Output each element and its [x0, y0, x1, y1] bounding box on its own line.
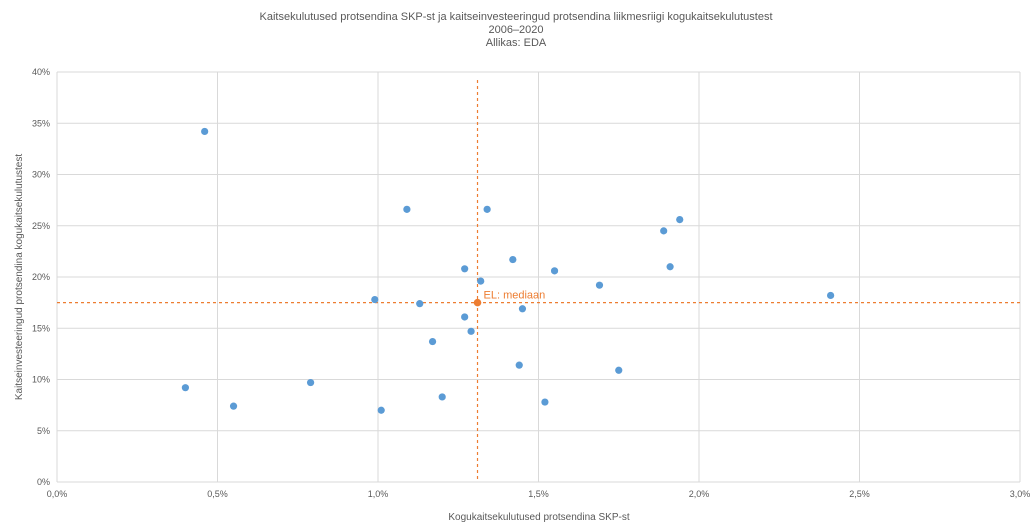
data-point: [518, 305, 527, 313]
chart-title-line: Kaitsekulutused protsendina SKP-st ja ka…: [260, 11, 773, 23]
data-point: [615, 366, 623, 374]
data-point: [461, 313, 469, 321]
x-axis-label: Kogukaitsekulutused protsendina SKP-st: [448, 512, 629, 523]
y-axis-ticks: 0% 5% 10% 15% 20% 25% 30% 35% 40%: [32, 67, 50, 487]
y-tick-label: 35%: [32, 118, 50, 128]
x-tick-label: 1,5%: [528, 489, 549, 499]
chart-title: Kaitsekulutused protsendina SKP-st ja ka…: [260, 11, 773, 49]
data-point: [595, 281, 604, 289]
x-tick-label: 0,0%: [47, 489, 68, 499]
data-point: [403, 205, 411, 213]
y-tick-label: 5%: [37, 426, 50, 436]
y-tick-label: 0%: [37, 477, 50, 487]
data-point: [483, 205, 491, 213]
data-point: [371, 295, 379, 304]
data-point: [509, 255, 517, 264]
data-point: [515, 361, 523, 369]
x-tick-label: 1,0%: [368, 489, 389, 499]
data-point: [550, 267, 559, 275]
grid-lines: [56, 71, 1021, 483]
data-point: [416, 300, 424, 308]
x-tick-label: 0,5%: [207, 489, 228, 499]
data-point: [428, 337, 437, 346]
data-point: [306, 378, 315, 387]
x-tick-label: 3,0%: [1010, 489, 1031, 499]
x-axis-ticks: 0,0% 0,5% 1,0% 1,5% 2,0% 2,5% 3,0%: [47, 489, 1031, 499]
y-tick-label: 10%: [32, 375, 50, 385]
y-tick-label: 30%: [32, 170, 50, 180]
data-point: [827, 291, 835, 300]
median-label: EL: mediaan: [484, 290, 546, 302]
data-point: [229, 402, 238, 410]
data-point: [461, 265, 469, 273]
data-points: EL: mediaan: [181, 127, 835, 414]
data-point: [201, 127, 209, 136]
median-point: [473, 298, 482, 307]
x-tick-label: 2,5%: [849, 489, 870, 499]
y-axis-label: Kaitseinvesteeringud protsendina kogukai…: [14, 154, 25, 400]
y-tick-label: 40%: [32, 67, 50, 77]
data-point: [377, 406, 385, 414]
data-point: [477, 277, 485, 285]
y-tick-label: 15%: [32, 323, 50, 333]
data-point: [666, 263, 674, 271]
data-point: [541, 398, 549, 406]
data-point: [438, 393, 446, 401]
y-tick-label: 25%: [32, 221, 50, 231]
y-tick-label: 20%: [32, 272, 50, 282]
chart-title-line: Allikas: EDA: [486, 37, 547, 49]
data-point: [181, 384, 189, 392]
data-point: [467, 327, 475, 335]
chart-title-line: 2006–2020: [488, 24, 543, 36]
x-tick-label: 2,0%: [689, 489, 710, 499]
data-point: [676, 216, 684, 224]
data-point: [660, 227, 668, 235]
